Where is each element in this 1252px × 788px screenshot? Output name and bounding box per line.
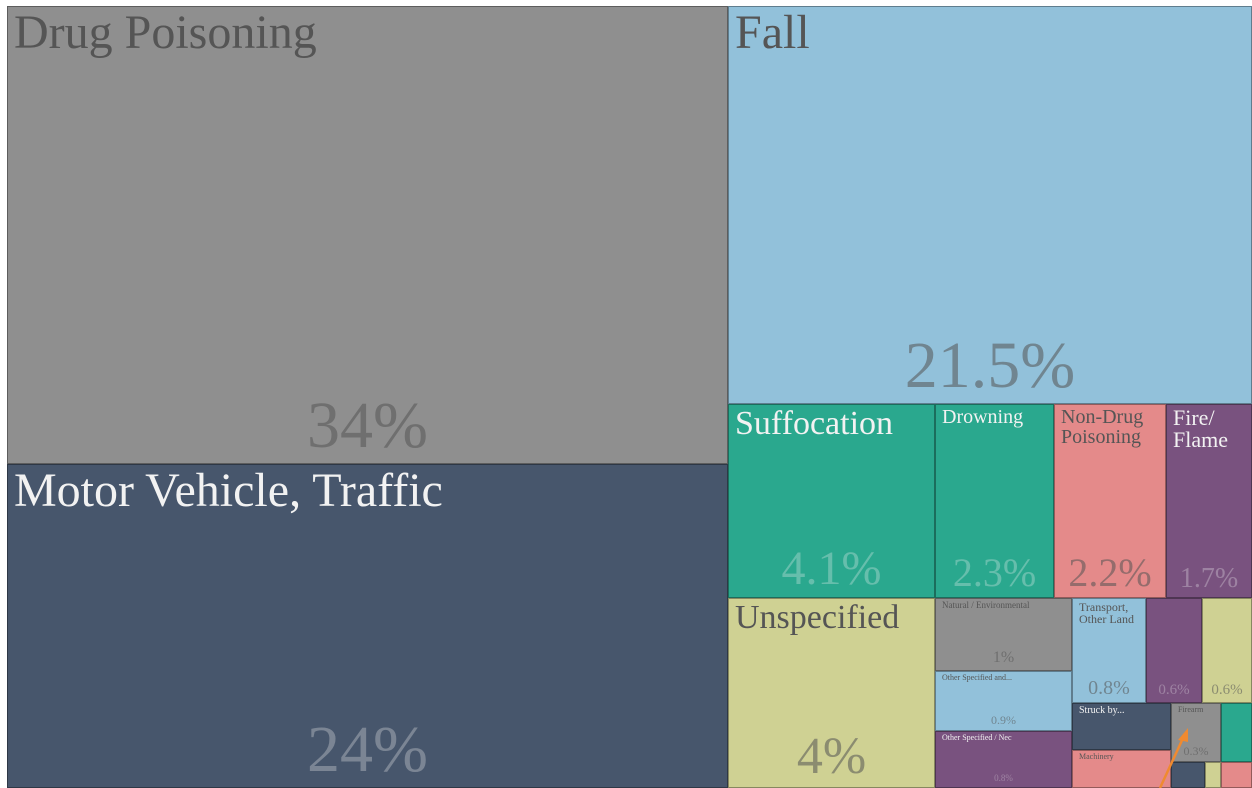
cell-name: Drowning xyxy=(942,406,1024,428)
cell-name: Unspecified xyxy=(735,599,900,636)
treemap-cell[interactable]: Fire/ Flame 1.7% xyxy=(1166,404,1252,598)
cell-name: Firearm xyxy=(1178,705,1204,714)
cell-name: Non-Drug Poisoning xyxy=(1061,406,1144,448)
cell-name: Motor Vehicle, Traffic xyxy=(14,464,443,517)
treemap-cell[interactable]: Drowning 2.3% xyxy=(935,404,1054,598)
cell-value: 1% xyxy=(992,649,1015,666)
cell-value: 0.3% xyxy=(1183,744,1209,758)
treemap-cell[interactable]: 0.6% xyxy=(1146,598,1202,703)
cell-value: 34% xyxy=(307,389,428,462)
cell-value xyxy=(1206,783,1220,787)
treemap-cell[interactable]: Fall 21.5% xyxy=(728,6,1252,404)
cell-value xyxy=(1222,783,1251,787)
cell-value xyxy=(1073,783,1170,787)
cell-name: Fall xyxy=(735,6,810,59)
cell-value xyxy=(1222,757,1251,761)
cell-value xyxy=(1073,745,1170,749)
treemap-cell[interactable]: Unspecified 4% xyxy=(728,598,935,788)
treemap-cell[interactable]: Other Specified and... 0.9% xyxy=(935,671,1072,731)
cell-value: 4% xyxy=(796,728,867,785)
cell-name: Natural / Environmental xyxy=(942,600,1030,610)
cell-name xyxy=(1172,763,1204,765)
treemap-cell[interactable] xyxy=(1205,762,1221,788)
cell-name: Drug Poisoning xyxy=(14,6,317,59)
cell-name: Suffocation xyxy=(735,405,894,442)
cell-name xyxy=(1222,763,1251,765)
cell-value: 2.2% xyxy=(1068,550,1152,595)
treemap-cell[interactable]: Suffocation 4.1% xyxy=(728,404,935,598)
cell-value: 0.6% xyxy=(1211,682,1243,698)
cell-name: Machinery xyxy=(1079,752,1114,761)
treemap-cell[interactable]: Firearm 0.3% xyxy=(1171,703,1221,762)
cell-name xyxy=(1203,599,1251,601)
cell-value: 2.3% xyxy=(952,550,1037,595)
cell-value: 0.9% xyxy=(991,713,1016,727)
treemap-cell[interactable] xyxy=(1171,762,1205,788)
treemap-cell[interactable]: Struck by... xyxy=(1072,703,1171,750)
cell-name xyxy=(1147,599,1201,601)
treemap-cell[interactable]: Natural / Environmental 1% xyxy=(935,598,1072,671)
treemap-cell[interactable]: Other Specified / Nec 0.8% xyxy=(935,731,1072,788)
treemap-cell[interactable]: 0.6% xyxy=(1202,598,1252,703)
treemap-cell[interactable]: Motor Vehicle, Traffic 24% xyxy=(7,464,728,788)
cell-value: 21.5% xyxy=(904,329,1076,402)
cell-name: Other Specified / Nec xyxy=(942,733,1012,742)
treemap-cell[interactable]: Drug Poisoning 34% xyxy=(7,6,728,464)
cell-value: 24% xyxy=(307,713,428,786)
cell-name: Fire/ Flame xyxy=(1173,405,1228,452)
cell-value: 0.8% xyxy=(994,773,1013,783)
cell-value xyxy=(1172,783,1204,787)
cell-name: Other Specified and... xyxy=(942,673,1012,682)
cell-value: 4.1% xyxy=(781,542,882,595)
treemap-cell[interactable]: Non-Drug Poisoning 2.2% xyxy=(1054,404,1166,598)
treemap-cell[interactable]: Transport, Other Land 0.8% xyxy=(1072,598,1146,703)
cell-value: 1.7% xyxy=(1179,563,1239,594)
cell-name: Struck by... xyxy=(1079,705,1125,716)
cell-name: Transport, Other Land xyxy=(1079,600,1134,626)
cell-name xyxy=(1206,763,1220,765)
cell-value: 0.6% xyxy=(1158,682,1190,698)
treemap-cell[interactable] xyxy=(1221,762,1252,788)
cell-value: 0.8% xyxy=(1088,677,1130,699)
treemap-cell[interactable]: Machinery xyxy=(1072,750,1171,788)
treemap-cell[interactable] xyxy=(1221,703,1252,762)
cell-name xyxy=(1222,704,1251,706)
